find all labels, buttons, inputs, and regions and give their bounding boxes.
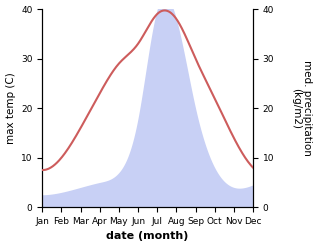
Y-axis label: med. precipitation
(kg/m2): med. precipitation (kg/m2) [291,60,313,156]
Y-axis label: max temp (C): max temp (C) [5,72,16,144]
X-axis label: date (month): date (month) [107,231,189,242]
